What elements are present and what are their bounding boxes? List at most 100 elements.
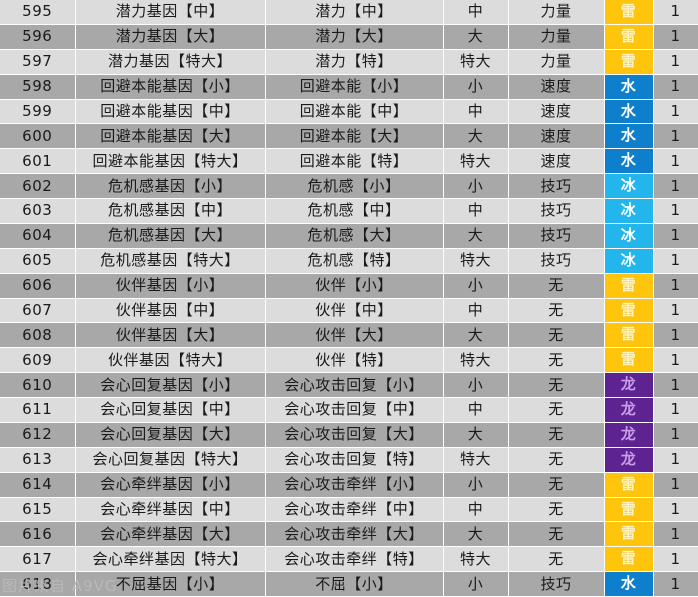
element-badge: 雷 (604, 472, 652, 497)
cell-element: 雷 (604, 24, 654, 50)
element-badge: 冰 (604, 248, 652, 273)
table-row[interactable]: 609 伙伴基因【特大】 伙伴【特】 特大无雷 1 (0, 347, 698, 374)
table-row[interactable]: 610 会心回复基因【小】 会心攻击回复【小】小无龙 1 (0, 372, 698, 398)
element-badge: 水 (604, 99, 652, 123)
cell-gene-size: 中 (443, 298, 509, 324)
cell-gene-name: 危机感基因【小】 (75, 173, 266, 199)
table-row[interactable]: 597 潜力基因【特大】 潜力【特】 特大 力量雷 1 (0, 49, 698, 75)
cell-gene-name: 潜力基因【大】 (75, 24, 266, 50)
cell-gene-size: 大 (443, 521, 509, 548)
cell-element: 雷 (604, 497, 654, 523)
cell-gene-size: 中 (443, 99, 509, 125)
cell-level: 1 (653, 24, 698, 50)
table-row[interactable]: 614 会心牵绊基因【小】 会心攻击牵绊【小】小无雷 1 (0, 472, 698, 498)
element-badge: 雷 (604, 497, 652, 521)
table-row[interactable]: 618 不屈基因【小】 不屈【小】小技巧水 1 (0, 571, 698, 597)
cell-gene-size: 小 (443, 472, 509, 498)
cell-element: 冰 (604, 223, 654, 249)
table-row[interactable]: 599 回避本能基因【中】 回避本能【中】中速度水 1 (0, 99, 698, 125)
cell-gene-id: 599 (0, 99, 76, 125)
cell-gene-id: 618 (0, 571, 76, 597)
cell-gene-name: 伙伴基因【特大】 (75, 347, 266, 374)
cell-element: 雷 (604, 0, 654, 25)
cell-attribute: 力量 (508, 0, 605, 25)
table-row[interactable]: 595 潜力基因【中】 潜力【中】中力量雷 1 (0, 0, 698, 25)
cell-attribute: 无 (508, 447, 605, 473)
cell-attribute: 无 (508, 322, 605, 349)
table-row[interactable]: 607 伙伴基因【中】 伙伴【中】中无雷 1 (0, 298, 698, 324)
cell-skill-name: 伙伴【小】 (265, 273, 444, 299)
element-badge: 龙 (604, 398, 652, 422)
element-badge: 龙 (604, 422, 652, 447)
cell-attribute: 力量 (508, 49, 605, 75)
cell-level: 1 (653, 248, 698, 274)
cell-gene-size: 大 (443, 223, 509, 249)
cell-level: 1 (653, 123, 698, 150)
cell-skill-name: 潜力【特】 (265, 49, 444, 75)
cell-gene-name: 会心牵绊基因【特大】 (75, 546, 266, 573)
cell-gene-name: 回避本能基因【小】 (75, 74, 266, 100)
cell-gene-id: 598 (0, 74, 76, 100)
table-row[interactable]: 611 会心回复基因【中】 会心攻击回复【中】中无龙 1 (0, 397, 698, 423)
table-row[interactable]: 617 会心牵绊基因【特大】 会心攻击牵绊【特】 特大无雷 1 (0, 546, 698, 573)
table-row[interactable]: 616 会心牵绊基因【大】 会心攻击牵绊【大】大无雷 1 (0, 521, 698, 548)
table-row[interactable]: 604 危机感基因【大】 危机感【大】大技巧冰 1 (0, 223, 698, 249)
cell-level: 1 (653, 571, 698, 597)
table-row[interactable]: 600 回避本能基因【大】 回避本能【大】大速度水 1 (0, 123, 698, 150)
table-row[interactable]: 612 会心回复基因【大】 会心攻击回复【大】大无龙 1 (0, 422, 698, 448)
cell-level: 1 (653, 397, 698, 423)
cell-gene-id: 606 (0, 273, 76, 299)
table-row[interactable]: 606 伙伴基因【小】 伙伴【小】小无雷 1 (0, 273, 698, 299)
cell-gene-id: 595 (0, 0, 76, 25)
table-row[interactable]: 605 危机感基因【特大】 危机感【特】 特大 技巧冰 1 (0, 248, 698, 274)
table-row[interactable]: 602 危机感基因【小】 危机感【小】小技巧冰 1 (0, 173, 698, 199)
cell-gene-id: 597 (0, 49, 76, 75)
cell-attribute: 无 (508, 273, 605, 299)
cell-level: 1 (653, 546, 698, 573)
element-badge: 雷 (604, 273, 652, 298)
cell-attribute: 力量 (508, 24, 605, 50)
element-badge: 雷 (604, 348, 652, 372)
cell-attribute: 速度 (508, 148, 605, 175)
cell-element: 水 (604, 571, 654, 597)
cell-skill-name: 会心攻击回复【大】 (265, 422, 444, 448)
cell-skill-name: 伙伴【中】 (265, 298, 444, 324)
cell-element: 雷 (604, 521, 654, 548)
cell-gene-id: 605 (0, 248, 76, 274)
cell-element: 龙 (604, 447, 654, 473)
cell-gene-name: 伙伴基因【中】 (75, 298, 266, 324)
element-badge: 冰 (604, 199, 652, 223)
cell-level: 1 (653, 173, 698, 199)
table-row[interactable]: 598 回避本能基因【小】 回避本能【小】小速度水 1 (0, 74, 698, 100)
cell-attribute: 速度 (508, 123, 605, 150)
table-row[interactable]: 613 会心回复基因【特大】 会心攻击回复【特】 特大无龙 1 (0, 447, 698, 473)
element-badge: 水 (604, 74, 652, 99)
cell-skill-name: 会心攻击牵绊【中】 (265, 497, 444, 523)
cell-gene-size: 特大 (443, 546, 509, 573)
table-row[interactable]: 615 会心牵绊基因【中】 会心攻击牵绊【中】中无雷 1 (0, 497, 698, 523)
cell-attribute: 无 (508, 497, 605, 523)
table-row[interactable]: 603 危机感基因【中】 危机感【中】中技巧冰 1 (0, 198, 698, 224)
element-badge: 龙 (604, 373, 652, 397)
cell-skill-name: 伙伴【特】 (265, 347, 444, 374)
cell-gene-id: 614 (0, 472, 76, 498)
cell-skill-name: 潜力【大】 (265, 24, 444, 50)
element-badge: 雷 (604, 24, 652, 49)
cell-level: 1 (653, 74, 698, 100)
table-row[interactable]: 608 伙伴基因【大】 伙伴【大】大无雷 1 (0, 322, 698, 349)
table-row[interactable]: 596 潜力基因【大】 潜力【大】大力量雷 1 (0, 24, 698, 50)
cell-skill-name: 回避本能【中】 (265, 99, 444, 125)
table-row[interactable]: 601 回避本能基因【特大】 回避本能【特】 特大 速度水 1 (0, 148, 698, 175)
cell-attribute: 无 (508, 372, 605, 398)
cell-gene-id: 612 (0, 422, 76, 448)
cell-gene-name: 会心回复基因【中】 (75, 397, 266, 423)
cell-element: 龙 (604, 422, 654, 448)
cell-gene-id: 602 (0, 173, 76, 199)
cell-attribute: 技巧 (508, 248, 605, 274)
cell-attribute: 无 (508, 521, 605, 548)
element-badge: 雷 (604, 522, 652, 546)
cell-skill-name: 回避本能【大】 (265, 123, 444, 150)
cell-gene-id: 616 (0, 521, 76, 548)
cell-skill-name: 危机感【特】 (265, 248, 444, 274)
